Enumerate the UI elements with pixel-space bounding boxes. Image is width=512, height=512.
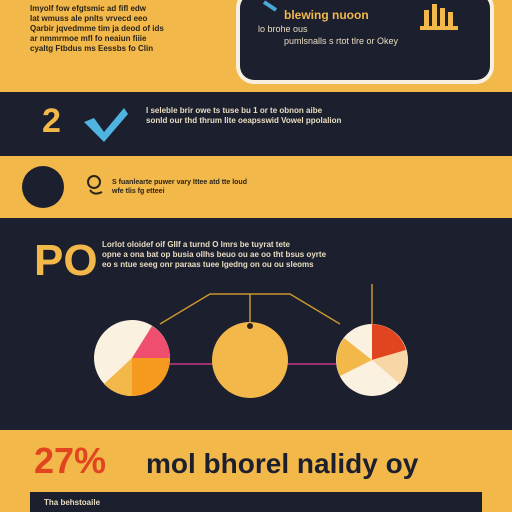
headline-percent: 27% bbox=[34, 440, 107, 481]
pie-right bbox=[336, 324, 408, 396]
magnifier-icon bbox=[262, 0, 278, 12]
intro-section: Imyolf fow efgtsmic ad fifl edw Iat wmus… bbox=[0, 0, 512, 92]
intro-text: Imyolf fow efgtsmic ad fifl edw Iat wmus… bbox=[30, 4, 220, 54]
note-line: wfe tlis fg etteei bbox=[112, 188, 165, 195]
intro-line: Qarbir jqvedmme tim ja deod of ids bbox=[30, 24, 164, 33]
summary-section: 27% mol bhorel nalidy oy Tha behstoaile bbox=[0, 430, 512, 512]
pie-left bbox=[94, 320, 170, 397]
diagram-section: PO Lorlot oloidef oif GIIf a turnd O lmr… bbox=[0, 218, 512, 430]
headline-title: mol bhorel nalidy oy bbox=[146, 448, 419, 479]
bullet-dot bbox=[22, 166, 64, 208]
intro-line: Iat wmuss ale pnlts vrvecd eeo bbox=[30, 14, 148, 23]
footer-strip: Tha behstoaile bbox=[30, 492, 482, 512]
diagram-line: eo s ntue seeg onr paraas tuee lgedng on… bbox=[102, 260, 314, 269]
step-two-line: I seleble brir owe ts tuse bu 1 or te ob… bbox=[146, 106, 323, 115]
diagram-line: opne a ona bat op busia ollhs beuo ou ae… bbox=[102, 250, 327, 259]
diagram-line: Lorlot oloidef oif GIIf a turnd O lmrs b… bbox=[102, 240, 291, 249]
step-two-text: I seleble brir owe ts tuse bu 1 or te ob… bbox=[146, 106, 486, 126]
step-number: 2 bbox=[42, 102, 61, 140]
note-text: S fuanlearte puwer vary Ittee atd tte lo… bbox=[112, 178, 372, 196]
section-code: PO bbox=[34, 236, 98, 285]
intro-line: Imyolf fow efgtsmic ad fifl edw bbox=[30, 4, 147, 13]
circle-middle bbox=[212, 322, 288, 398]
step-two-line: sonld our thd thrum Iite oeapsswid Vowel… bbox=[146, 116, 342, 125]
footer-text: Tha behstoaile bbox=[44, 498, 101, 507]
intro-line: ar nmmrmoe mfl fo neaiun fiiie bbox=[30, 34, 147, 43]
checkmark-icon bbox=[84, 108, 128, 142]
card-subheading: lo brohe ous bbox=[258, 24, 308, 34]
card-description: pumlsnalls s rtot tlre or Okey bbox=[284, 36, 399, 46]
intro-line: cyaltg Ftbdus ms Eessbs fo Clin bbox=[30, 44, 154, 53]
person-icon bbox=[87, 175, 103, 195]
note-section: S fuanlearte puwer vary Ittee atd tte lo… bbox=[0, 156, 512, 218]
speech-bubble-card: blewing nuoon lo brohe ous pumlsnalls s … bbox=[240, 0, 490, 80]
note-line: S fuanlearte puwer vary Ittee atd tte lo… bbox=[112, 179, 247, 186]
card-heading: blewing nuoon bbox=[284, 8, 369, 22]
three-circle-diagram bbox=[94, 284, 408, 398]
diagram-text: Lorlot oloidef oif GIIf a turnd O lmrs b… bbox=[102, 240, 472, 270]
step-two-section: 2 I seleble brir owe ts tuse bu 1 or te … bbox=[0, 92, 512, 156]
bar-chart-icon bbox=[420, 4, 458, 30]
